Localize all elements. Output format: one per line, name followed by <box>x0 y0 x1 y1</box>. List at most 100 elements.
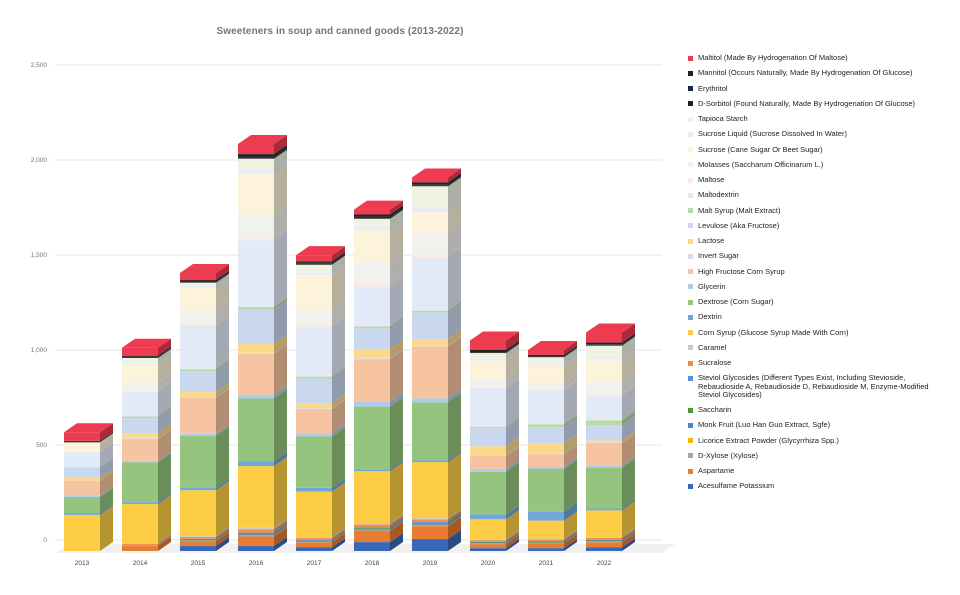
segment[interactable] <box>238 532 274 534</box>
segment[interactable] <box>238 527 274 530</box>
segment[interactable] <box>122 357 158 363</box>
segment[interactable] <box>586 465 622 468</box>
bar-2019[interactable] <box>412 168 461 551</box>
segment[interactable] <box>296 537 332 539</box>
segment[interactable] <box>412 524 448 526</box>
bar-2013[interactable] <box>64 423 113 551</box>
segment[interactable] <box>296 540 332 542</box>
segment[interactable] <box>122 390 158 392</box>
segment[interactable] <box>528 382 564 389</box>
segment[interactable] <box>64 442 100 444</box>
segment[interactable] <box>354 261 390 283</box>
segment[interactable] <box>586 536 622 538</box>
segment[interactable] <box>180 539 216 541</box>
segment[interactable] <box>238 533 274 535</box>
segment[interactable] <box>354 527 390 529</box>
segment[interactable] <box>470 349 506 352</box>
segment[interactable] <box>528 543 564 549</box>
segment[interactable] <box>238 214 274 238</box>
segment[interactable] <box>354 226 390 230</box>
segment[interactable] <box>586 344 622 345</box>
segment[interactable] <box>238 240 274 307</box>
segment[interactable] <box>180 536 216 539</box>
segment[interactable] <box>412 339 448 346</box>
segment[interactable] <box>122 416 158 418</box>
legend-item-19[interactable]: Caramel <box>688 343 946 352</box>
segment[interactable] <box>586 540 622 542</box>
segment[interactable] <box>412 177 448 183</box>
segment[interactable] <box>586 357 622 360</box>
segment[interactable] <box>354 530 390 543</box>
segment[interactable] <box>296 274 332 311</box>
segment[interactable] <box>238 398 274 462</box>
segment[interactable] <box>586 510 622 537</box>
legend-item-21[interactable]: Steviol Glycosides (Different Types Exis… <box>688 374 946 399</box>
segment[interactable] <box>180 282 216 283</box>
segment[interactable] <box>470 358 506 361</box>
segment[interactable] <box>528 467 564 469</box>
segment[interactable] <box>354 328 390 350</box>
segment[interactable] <box>528 454 564 468</box>
segment[interactable] <box>528 468 564 512</box>
segment[interactable] <box>64 496 100 513</box>
segment[interactable] <box>412 346 448 399</box>
segment[interactable] <box>180 546 216 551</box>
segment[interactable] <box>470 471 506 515</box>
segment[interactable] <box>586 539 622 541</box>
legend-item-8[interactable]: Maltose <box>688 175 946 184</box>
segment[interactable] <box>122 543 158 544</box>
segment[interactable] <box>586 440 622 443</box>
segment[interactable] <box>180 310 216 324</box>
segment[interactable] <box>528 538 564 540</box>
segment[interactable] <box>470 446 506 456</box>
segment[interactable] <box>586 332 622 343</box>
segment[interactable] <box>528 424 564 428</box>
segment[interactable] <box>586 541 622 543</box>
segment[interactable] <box>238 154 274 156</box>
segment[interactable] <box>470 386 506 388</box>
segment[interactable] <box>180 273 216 281</box>
segment[interactable] <box>528 356 564 357</box>
segment[interactable] <box>528 539 564 541</box>
segment[interactable] <box>238 534 274 536</box>
legend-item-4[interactable]: Tapioca Starch <box>688 114 946 123</box>
segment[interactable] <box>412 519 448 523</box>
segment[interactable] <box>180 325 216 370</box>
segment[interactable] <box>122 502 158 505</box>
segment[interactable] <box>238 157 274 159</box>
segment[interactable] <box>412 522 448 524</box>
bar-2018[interactable] <box>354 200 403 551</box>
segment[interactable] <box>586 344 622 346</box>
segment[interactable] <box>296 264 332 273</box>
segment[interactable] <box>296 310 332 326</box>
segment[interactable] <box>412 525 448 527</box>
segment[interactable] <box>64 513 100 515</box>
segment[interactable] <box>180 285 216 288</box>
segment[interactable] <box>470 428 506 447</box>
segment[interactable] <box>296 538 332 540</box>
segment[interactable] <box>296 376 332 379</box>
segment[interactable] <box>122 543 158 546</box>
legend-item-25[interactable]: D-Xylose (Xylose) <box>688 451 946 460</box>
segment[interactable] <box>586 508 622 511</box>
segment[interactable] <box>122 391 158 417</box>
segment[interactable] <box>470 539 506 541</box>
segment[interactable] <box>64 444 100 453</box>
legend-item-7[interactable]: Molasses (Saccharum Officinarum L.) <box>688 160 946 169</box>
segment[interactable] <box>238 306 274 310</box>
segment[interactable] <box>528 390 564 425</box>
segment[interactable] <box>122 546 158 551</box>
segment[interactable] <box>412 518 448 520</box>
segment[interactable] <box>180 487 216 491</box>
segment[interactable] <box>470 543 506 545</box>
segment[interactable] <box>296 255 332 262</box>
legend-item-0[interactable]: Maltitol (Made By Hydrogenation Of Malto… <box>688 53 946 62</box>
segment[interactable] <box>470 340 506 350</box>
legend-item-22[interactable]: Saccharin <box>688 405 946 414</box>
legend-item-26[interactable]: Aspartame <box>688 466 946 475</box>
segment[interactable] <box>586 359 622 383</box>
segment[interactable] <box>296 403 332 409</box>
segment[interactable] <box>238 466 274 528</box>
segment[interactable] <box>296 408 332 434</box>
segment[interactable] <box>354 282 390 287</box>
